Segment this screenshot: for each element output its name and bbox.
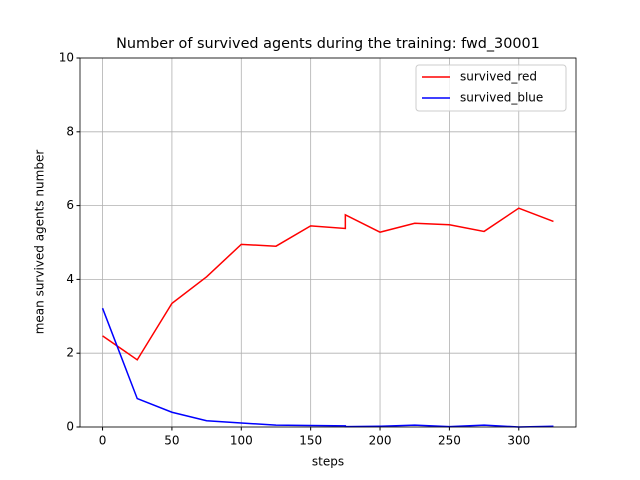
x-tick-label: 50 [164,434,179,448]
y-tick-label: 6 [66,198,74,212]
data-line [101,307,554,428]
y-tick-label: 4 [66,272,74,286]
x-tick-label: 150 [299,434,322,448]
data-line [102,207,554,361]
legend-label: survived_blue [460,91,543,105]
legend-label: survived_red [460,70,537,84]
legend-box [415,64,567,112]
y-tick-label: 0 [66,420,74,434]
x-tick-label: 300 [507,434,530,448]
x-tick-label: 100 [230,434,253,448]
x-tick-label: 250 [438,434,461,448]
plot-frame [79,57,577,428]
y-axis-label: mean survived agents number [33,150,47,335]
y-tick-label: 2 [66,346,74,360]
x-axis-label: steps [312,455,344,469]
y-tick-label: 8 [66,124,74,138]
x-tick-label: 0 [99,434,107,448]
chart-title: Number of survived agents during the tra… [116,36,540,52]
x-tick-label: 200 [369,434,392,448]
y-tick-label: 10 [59,51,74,65]
